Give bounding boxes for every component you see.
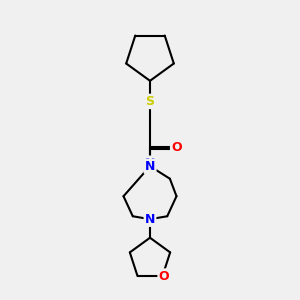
Text: N: N [145,213,155,226]
Text: N: N [145,157,155,170]
Text: O: O [159,270,169,283]
Text: S: S [146,95,154,108]
Text: O: O [171,141,182,154]
Text: N: N [145,160,155,173]
